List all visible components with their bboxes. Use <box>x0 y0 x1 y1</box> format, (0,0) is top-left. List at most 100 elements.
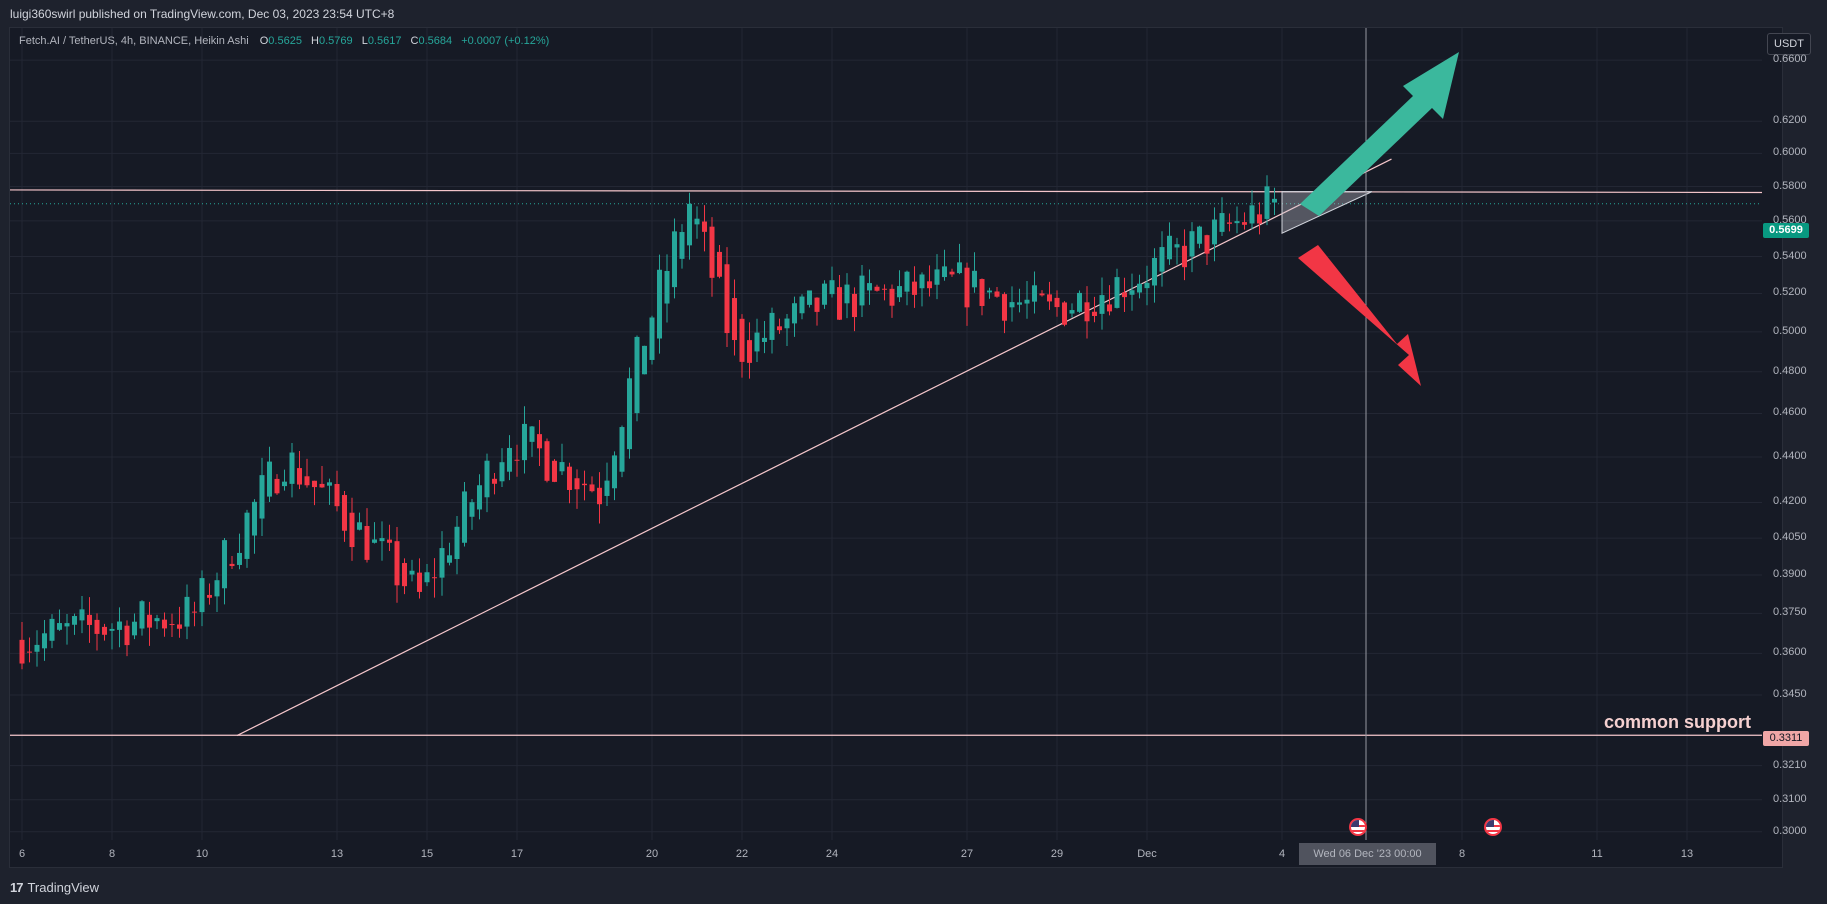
candle <box>154 614 160 630</box>
candle <box>402 558 407 595</box>
candle <box>1264 175 1270 226</box>
bearish-arrow-icon[interactable] <box>1298 245 1421 386</box>
candle <box>567 462 572 504</box>
candle <box>619 425 625 478</box>
candle <box>904 270 910 306</box>
time-tick-label: 6 <box>18 848 26 860</box>
candle <box>597 472 602 524</box>
candle <box>1084 286 1090 339</box>
candle <box>1032 271 1037 314</box>
candle <box>852 287 857 332</box>
candle <box>657 254 662 354</box>
time-tick-label: 11 <box>1591 848 1603 860</box>
open-label: O <box>259 35 269 47</box>
candle <box>199 570 205 627</box>
support-annotation[interactable]: common support <box>1604 712 1751 732</box>
candle <box>222 537 227 605</box>
candle <box>762 320 767 354</box>
time-tick-label: 8 <box>1458 848 1466 860</box>
candle <box>829 266 835 298</box>
candle <box>634 335 640 422</box>
price-tick-label: 0.3600 <box>1773 646 1807 659</box>
candle <box>334 470 340 512</box>
low-value: 0.5617 <box>367 35 402 47</box>
candle <box>349 497 355 561</box>
candle <box>1054 290 1060 317</box>
resistance-line[interactable] <box>9 189 1763 194</box>
candle <box>574 469 580 509</box>
candle <box>1204 234 1210 266</box>
candle <box>912 266 917 308</box>
price-tick-label: 0.3750 <box>1773 606 1807 619</box>
candle <box>604 462 610 506</box>
candle <box>274 474 280 495</box>
currency-button[interactable]: USDT <box>1767 33 1811 55</box>
candle <box>747 322 752 379</box>
candle <box>979 278 985 316</box>
candle <box>964 262 970 326</box>
chart-pane[interactable] <box>9 27 1783 868</box>
candle <box>492 472 497 495</box>
candle <box>1242 212 1247 230</box>
candle <box>357 512 362 531</box>
time-tick-label: Dec <box>1137 848 1157 860</box>
candle <box>417 558 422 599</box>
candle <box>837 274 842 321</box>
bottom-bar: 17 TradingView <box>0 868 1827 904</box>
candle <box>1189 222 1195 273</box>
bullish-arrow-icon[interactable] <box>1300 52 1459 216</box>
crosshair-date-tag: Wed 06 Dec '23 00:00 <box>1299 843 1436 865</box>
price-tick-label: 0.5000 <box>1773 324 1807 337</box>
ascending-trendline[interactable] <box>236 158 1392 737</box>
time-tick-label: 17 <box>510 848 524 860</box>
candle <box>807 290 812 308</box>
candle <box>972 252 977 293</box>
publisher-line: luigi360swirl published on TradingView.c… <box>10 7 395 21</box>
tradingview-brand[interactable]: 17 TradingView <box>10 880 99 895</box>
candle <box>1107 285 1112 316</box>
price-tick-label: 0.4800 <box>1773 364 1807 377</box>
time-tick-label: 24 <box>825 848 839 860</box>
price-tick-label: 0.3210 <box>1773 758 1807 771</box>
candle <box>732 279 737 356</box>
candle <box>1174 237 1180 265</box>
candle <box>34 630 40 667</box>
candle <box>1257 202 1262 235</box>
candle <box>1137 274 1142 299</box>
candle <box>57 609 62 631</box>
change-value: +0.0007 (+0.12%) <box>461 35 550 47</box>
candle <box>642 345 647 375</box>
candle <box>987 287 992 299</box>
candle <box>229 555 235 570</box>
candle <box>454 515 460 575</box>
candle <box>994 287 1000 298</box>
candle <box>342 490 347 542</box>
candle <box>72 613 77 635</box>
candle <box>94 613 100 651</box>
us-event-flag-icon[interactable] <box>1484 818 1502 836</box>
candle <box>664 254 670 323</box>
candle <box>289 443 295 498</box>
candle <box>1227 213 1232 232</box>
candle <box>372 522 377 544</box>
candle <box>184 584 190 640</box>
candle <box>799 294 805 320</box>
us-event-flag-icon[interactable] <box>1349 818 1367 836</box>
candle <box>1077 290 1082 313</box>
candle <box>409 559 415 582</box>
close-label: C <box>410 35 419 47</box>
price-tick-label: 0.5600 <box>1773 213 1807 226</box>
candle <box>1212 207 1217 262</box>
high-value: 0.5769 <box>318 35 353 47</box>
candle <box>1159 231 1165 287</box>
candle <box>724 247 730 348</box>
candle <box>529 425 535 457</box>
candle <box>462 482 467 547</box>
price-tick-label: 0.3000 <box>1773 824 1807 837</box>
candle <box>432 558 437 598</box>
candle <box>717 244 722 279</box>
price-tick-label: 0.3900 <box>1773 568 1807 581</box>
candle <box>109 623 115 650</box>
candle <box>1122 277 1127 312</box>
